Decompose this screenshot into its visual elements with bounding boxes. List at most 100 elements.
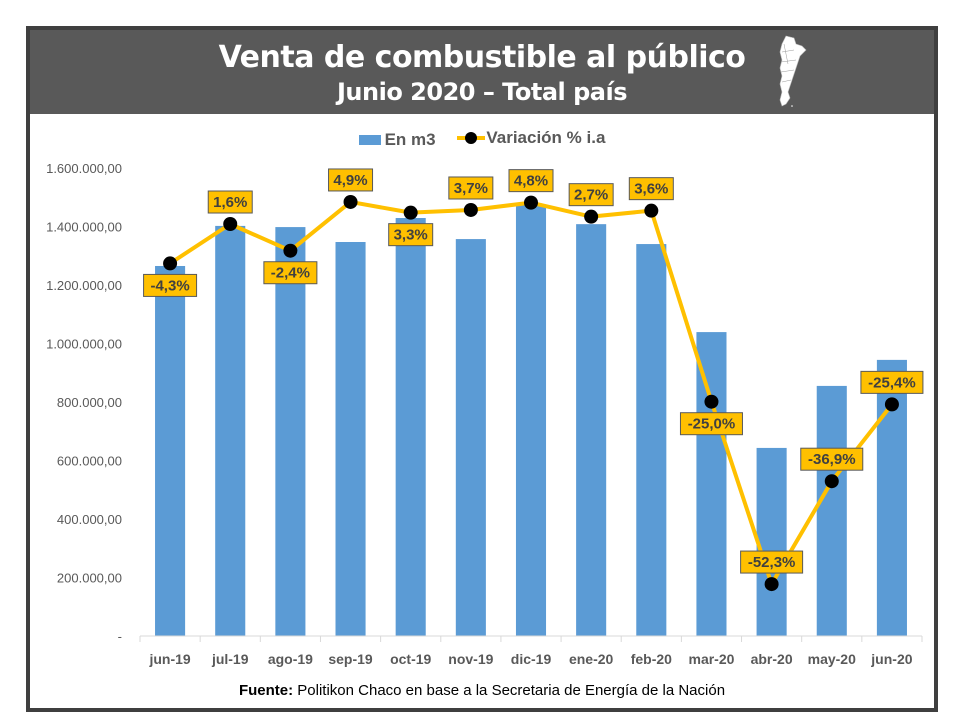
data-label-box [143,273,198,297]
legend-line-swatch [457,132,486,144]
data-label-box [328,168,374,192]
data-label: -52,3% [740,550,804,574]
x-tick-label: mar-20 [689,651,735,667]
data-label: -36,9% [800,447,864,471]
data-label: 3,6% [628,177,674,201]
x-tick-label: oct-19 [390,651,431,667]
data-label-box [207,190,253,214]
x-tick-label: abr-20 [751,651,793,667]
legend-item-bars: En m3 [358,130,436,150]
data-label-box [263,261,318,285]
data-label-box [568,183,614,207]
line-marker [463,202,478,217]
data-label-text: -25,0% [688,416,736,433]
data-label-text: -52,3% [748,554,796,571]
y-axis: - 200.000,00 400.000,00 600.000,00 800.000,0… [46,161,122,644]
y-tick-label: 1.000.000,00 [46,337,122,352]
chart-legend: En m3 Variación % i.a [30,128,934,150]
bar [576,224,607,636]
bar [275,227,306,636]
x-tick-label: ago-19 [268,651,313,667]
chart-title: Venta de combustible al público [218,40,746,75]
bar [455,239,486,636]
data-label-box [679,412,743,436]
data-label: 4,8% [508,169,554,193]
data-label-box [628,177,674,201]
data-label: 1,6% [207,190,253,214]
data-label-text: 3,6% [634,181,668,198]
bar [335,242,366,636]
x-tick-label: jun-20 [870,651,912,667]
x-axis: jun-19 jul-19 ago-19 sep-19 oct-19 nov-19 dic-… [139,635,923,667]
line-marker [884,397,899,412]
y-tick-label: 1.400.000,00 [46,220,122,235]
data-label-box [860,370,924,394]
line-marker [283,243,298,258]
data-label-text: 3,3% [394,227,428,244]
line-marker [163,256,178,271]
source-text: Politikon Chaco en base a la Secretaria … [293,682,726,699]
data-label-text: -36,9% [808,451,856,468]
title-banner: Venta de combustible al público Junio 20… [30,30,934,114]
legend-bar-swatch [358,135,381,145]
y-tick-label: 1.600.000,00 [46,161,122,176]
data-labels: -4,3% 1,6% -2,4% 4,9% 3,3% 3,7% 4,8% 2,7% 3,6% -2… [143,168,924,574]
legend-label-line: Variación % i.a [486,128,606,147]
bar [395,218,426,636]
data-label-box [508,169,554,193]
line-marker [343,194,358,209]
data-label-text: -2,4% [271,265,310,282]
bar [816,385,847,636]
line-marker [764,577,779,592]
y-tick-label: - [118,629,122,644]
data-label: 4,9% [328,168,374,192]
line-marker [524,195,538,210]
data-label: -25,4% [860,370,924,394]
y-tick-label: 400.000,00 [57,512,122,527]
x-tick-label: jul-19 [211,651,249,667]
chart-subtitle: Junio 2020 – Total país [337,78,628,106]
bar [515,205,547,636]
argentina-map-icon [779,35,807,107]
data-label-text: -4,3% [150,277,189,294]
bar [636,244,667,637]
line-marker [824,474,839,489]
x-tick-label: ene-20 [569,651,614,667]
line-marker [403,205,418,220]
data-label: -2,4% [263,261,318,285]
data-label-text: 4,9% [333,172,367,189]
data-label: 2,7% [568,183,614,207]
data-label-box [740,550,804,574]
line-marker [704,394,719,409]
bar [756,447,787,636]
bar-series [155,205,907,637]
data-label: -4,3% [143,273,198,297]
data-label-text: 3,7% [454,180,488,197]
y-tick-label: 600.000,00 [57,454,122,469]
bar [696,332,727,636]
y-tick-label: 1.200.000,00 [46,278,122,293]
data-label-box [800,447,864,471]
x-tick-label: jun-19 [148,651,190,667]
x-tick-label: sep-19 [328,651,373,667]
data-label-text: 2,7% [574,187,608,204]
data-label-text: 4,8% [514,173,548,190]
line-marker [644,203,659,218]
data-label-box [388,223,434,247]
line-marker [584,209,599,224]
legend-item-line: Variación % i.a [456,128,605,148]
x-tick-label: may-20 [808,651,856,667]
y-tick-label: 800.000,00 [57,395,122,410]
bar [215,225,246,637]
x-tick-label: feb-20 [631,651,672,667]
source-label: Fuente: [238,682,294,699]
data-label-text: 1,6% [213,194,247,211]
line-series [163,194,899,592]
data-label-box [448,176,494,200]
y-tick-label: 200.000,00 [57,571,122,586]
data-label: 3,7% [448,176,494,200]
source-note: Fuente: Politikon Chaco en base a la Sec… [30,682,934,699]
x-tick-label: nov-19 [448,651,493,667]
bar [155,265,186,636]
